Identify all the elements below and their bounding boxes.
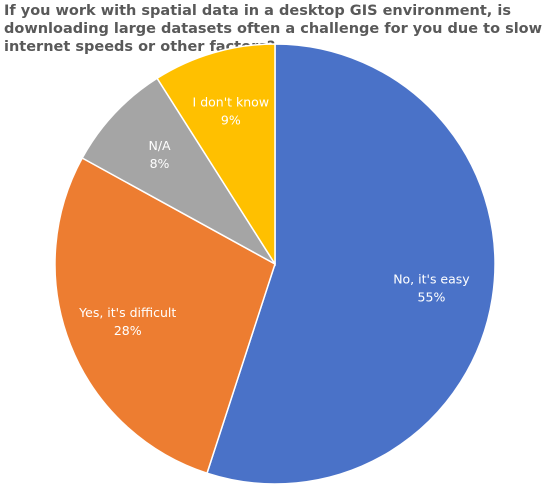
pie-slice (54, 156, 276, 475)
slice-value-label: 55% (418, 289, 446, 304)
slice-label: No, it's easy (393, 271, 470, 286)
slice-value-label: 8% (150, 156, 170, 171)
pie-slice (156, 43, 276, 267)
slice-value-label: 9% (221, 112, 241, 127)
chart-title: If you work with spatial data in a deskt… (4, 3, 543, 55)
pie-slice (206, 43, 496, 485)
pie-slice (81, 77, 276, 265)
slice-value-label: 28% (114, 323, 142, 338)
slice-label: N/A (148, 138, 171, 153)
slice-label: I don't know (193, 94, 270, 109)
slice-label: Yes, it's difficult (78, 305, 176, 320)
